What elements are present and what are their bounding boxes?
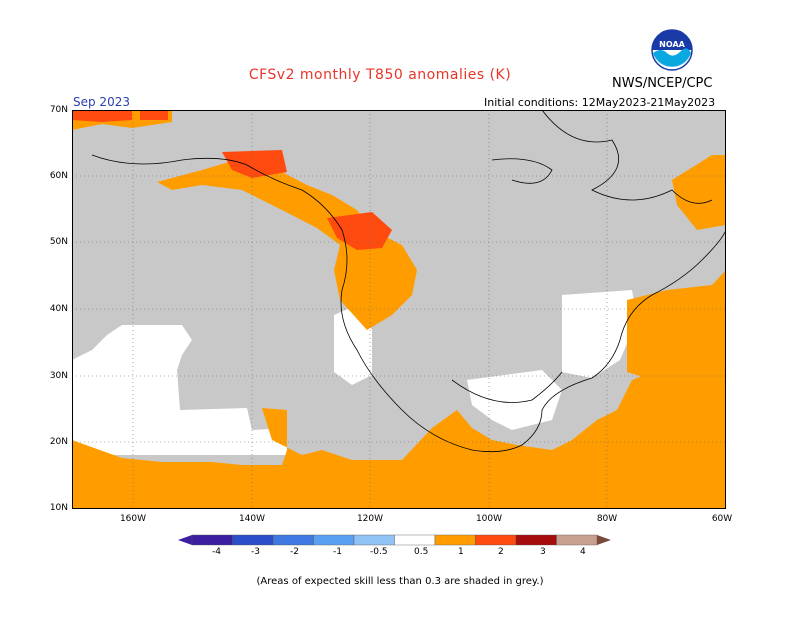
colorbar-label: 4	[580, 547, 586, 557]
anomaly-map	[72, 110, 726, 509]
initial-conditions: Initial conditions: 12May2023-21May2023	[484, 96, 716, 109]
lat-label: 60N	[49, 171, 68, 181]
strong-anomaly-nw-corner	[72, 110, 132, 122]
strong-anomaly-bc	[327, 212, 392, 250]
colorbar-label: -4	[212, 547, 221, 557]
warm-anomaly-atlantic	[627, 270, 726, 380]
map-title: CFSv2 monthly T850 anomalies (K)	[248, 67, 512, 83]
neutral-region-gulf	[467, 370, 562, 430]
colorbar-segment	[515, 534, 557, 546]
colorbar-label: -0.5	[370, 547, 388, 557]
colorbar-segment	[394, 534, 436, 546]
warm-anomaly-west	[157, 158, 417, 330]
lon-label: 100W	[475, 514, 503, 524]
colorbar-arrow-low	[178, 535, 192, 545]
colorbar-label: 3	[540, 547, 546, 557]
colorbar-label: -3	[251, 547, 260, 557]
coastlines	[91, 110, 726, 453]
colorbar-segment	[434, 534, 476, 546]
colorbar-label: 0.5	[414, 547, 429, 557]
lon-label: 60W	[711, 514, 733, 524]
lat-label: 40N	[49, 304, 68, 314]
neutral-region-east-us	[562, 290, 637, 378]
warm-anomaly-northeast	[672, 155, 726, 230]
lon-label: 80W	[596, 514, 618, 524]
lon-label: 120W	[356, 514, 384, 524]
noaa-logo-icon: NOAA	[651, 29, 693, 71]
warm-anomaly-south	[72, 358, 726, 509]
lon-label: 160W	[119, 514, 147, 524]
colorbar-label: 2	[498, 547, 504, 557]
strong-anomaly-alaska	[222, 150, 287, 178]
lat-label: 50N	[49, 237, 68, 247]
map-frame	[72, 110, 726, 509]
colorbar-arrow-high	[597, 535, 611, 545]
colorbar	[178, 534, 611, 546]
colorbar-segment	[556, 534, 598, 546]
colorbar-segment	[475, 534, 517, 546]
colorbar-label: -1	[333, 547, 342, 557]
skill-footnote: (Areas of expected skill less than 0.3 a…	[256, 576, 544, 587]
colorbar-label: -2	[290, 547, 299, 557]
colorbar-segment	[232, 534, 274, 546]
colorbar-segment	[353, 534, 395, 546]
forecast-month: Sep 2023	[73, 95, 130, 109]
lat-label: 10N	[49, 503, 68, 513]
graticule	[72, 110, 726, 509]
lon-label: 140W	[238, 514, 266, 524]
agency-label: NWS/NCEP/CPC	[612, 76, 713, 91]
lat-label: 70N	[49, 105, 68, 115]
colorbar-segment	[191, 534, 233, 546]
colorbar-label: 1	[458, 547, 464, 557]
strong-anomaly-nw-corner-2	[140, 110, 168, 120]
neutral-region-pacific	[72, 325, 287, 455]
lat-label: 20N	[49, 437, 68, 447]
colorbar-segment	[272, 534, 314, 546]
svg-text:NOAA: NOAA	[659, 40, 685, 49]
lat-label: 30N	[49, 371, 68, 381]
colorbar-segment	[313, 534, 355, 546]
